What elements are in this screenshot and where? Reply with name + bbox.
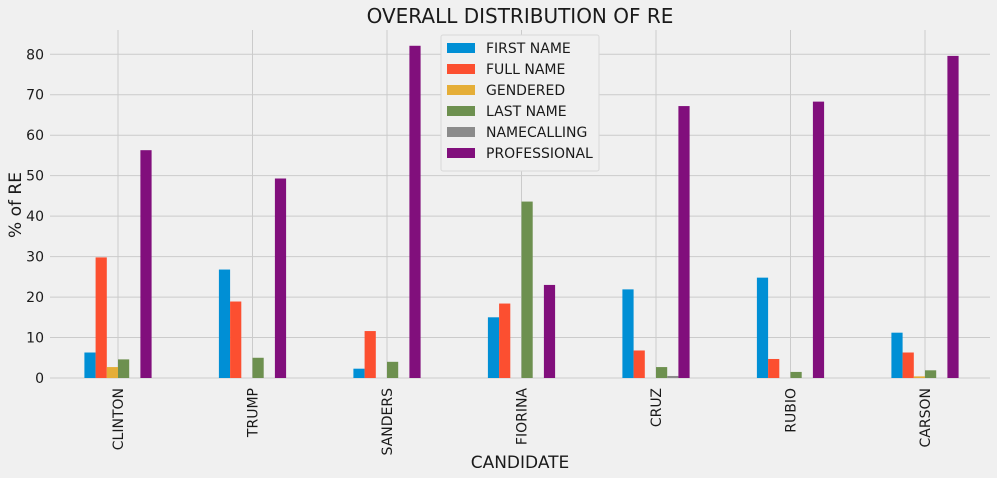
bar-fiorina-first-name [487,317,500,378]
y-tick-label: 80 [26,47,44,63]
y-tick-label: 70 [26,88,44,104]
legend-label: PROFESSIONAL [486,146,593,162]
y-axis-label: % of RE [6,172,26,238]
legend: FIRST NAME FULL NAME GENDERED LAST NAME NAME… [440,34,600,172]
bar-sanders-last-name [387,361,399,378]
y-tick-label: 60 [26,128,44,144]
bars [84,45,959,379]
bar-clinton-full-name [95,257,107,378]
legend-label: FULL NAME [486,62,565,78]
bar-sanders-first-name [353,368,365,378]
bar-carson-first-name [891,332,903,378]
bar-rubio-last-name [790,371,802,378]
bar-fiorina-full-name [499,303,511,378]
legend-swatch [447,148,475,158]
legend-swatch [447,127,475,137]
x-axis-label: CANDIDATE [471,453,570,473]
y-tick-labels: 0 10 20 30 40 50 60 70 80 [26,47,44,387]
bar-sanders-professional [409,45,421,378]
legend-label: LAST NAME [486,104,567,120]
y-tick-label: 50 [26,169,44,185]
bar-clinton-professional [140,150,152,378]
legend-box [440,34,600,172]
x-tick-labels: CLINTON TRUMP SANDERS FIORINA CRUZ RUBIO CARSO… [111,388,934,456]
bar-sanders-full-name [364,331,376,378]
bar-carson-last-name [925,370,937,378]
bar-fiorina-last-name [521,201,533,378]
y-tick-label: 10 [26,331,44,347]
bar-trump-first-name [218,269,231,378]
bar-cruz-namecalling [667,375,679,378]
bar-rubio-full-name [768,358,780,378]
legend-label: GENDERED [486,83,565,99]
bar-rubio-professional [812,101,825,378]
bar-trump-full-name [230,301,242,378]
bar-carson-professional [947,55,959,378]
bar-carson-full-name [902,352,914,378]
x-tick-label: SANDERS [380,388,396,456]
legend-swatch [447,64,475,74]
legend-swatch [447,106,475,116]
bar-cruz-first-name [622,289,634,378]
bar-fiorina-professional [543,284,556,378]
bar-clinton-last-name [118,359,130,378]
bar-cruz-full-name [633,350,645,378]
x-tick-label: CARSON [918,388,934,447]
y-tick-label: 0 [35,371,44,387]
x-tick-label: CLINTON [111,388,127,450]
x-tick-label: CRUZ [649,388,665,427]
legend-swatch [447,43,475,53]
y-tick-label: 30 [26,250,44,266]
bar-cruz-last-name [656,367,668,378]
bar-cruz-professional [678,106,690,379]
bar-clinton-gendered [106,367,118,378]
x-tick-label: FIORINA [515,388,531,446]
legend-swatch [447,85,475,95]
y-tick-label: 40 [26,209,44,225]
chart-title: OVERALL DISTRIBUTION OF RE [367,4,674,28]
legend-label: FIRST NAME [486,41,571,57]
legend-label: NAMECALLING [486,125,587,141]
bar-trump-last-name [252,357,264,378]
x-tick-label: TRUMP [246,388,262,438]
bar-trump-professional [274,178,287,378]
bar-clinton-first-name [84,352,96,378]
x-tick-label: RUBIO [784,388,800,433]
y-tick-label: 20 [26,290,44,306]
bar-rubio-first-name [756,277,769,378]
grid [50,30,990,379]
bar-carson-gendered [913,376,925,378]
